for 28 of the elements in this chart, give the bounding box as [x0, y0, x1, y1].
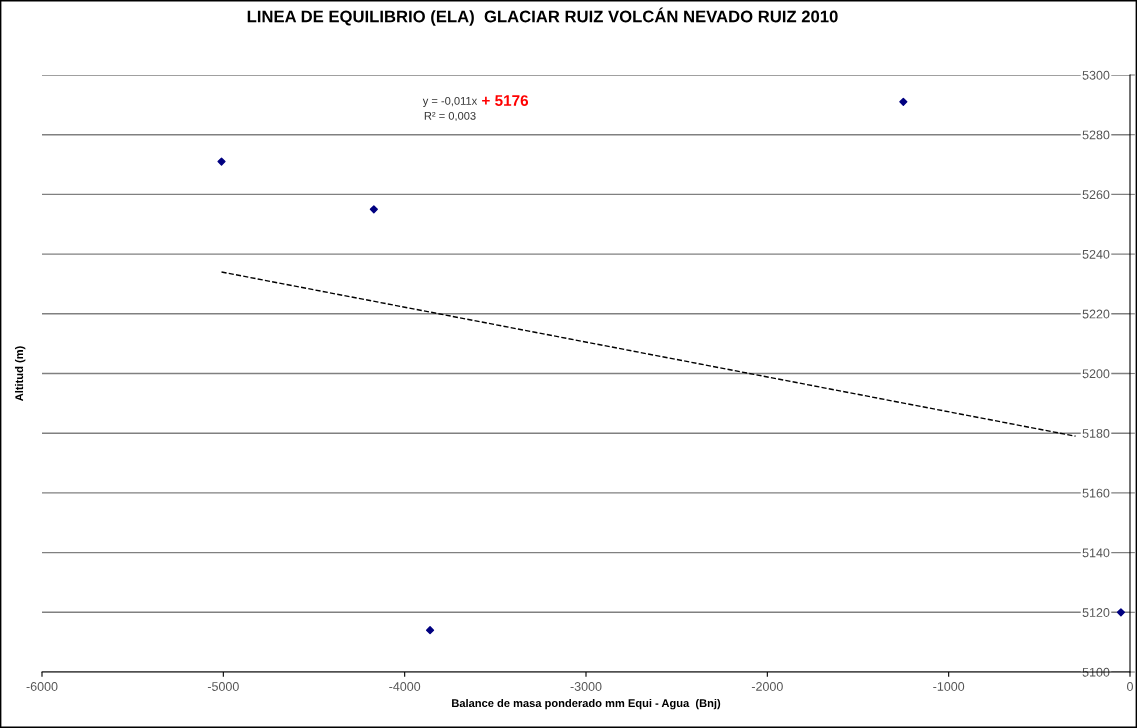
x-tick-label: -2000 — [751, 682, 783, 691]
x-tick-label: -4000 — [389, 682, 421, 691]
y-tick-label: 5260 — [1082, 190, 1110, 200]
y-tick-label: 5200 — [1082, 369, 1110, 379]
y-tick-label: 5160 — [1082, 488, 1110, 498]
point — [425, 626, 435, 635]
x-tick-label: -6000 — [26, 682, 58, 691]
y-tick-label: 5280 — [1082, 130, 1110, 140]
y-tick-label: 5180 — [1082, 429, 1110, 438]
annotation: y = -0,011x — [422, 96, 478, 108]
point — [899, 97, 908, 106]
point — [369, 205, 378, 214]
annotation: R² = 0,003 — [424, 111, 476, 122]
y-tick-label: 5300 — [1082, 70, 1110, 80]
annotation: + 5176 — [482, 95, 529, 106]
point — [1116, 608, 1126, 617]
x-axis-title: Balance de masa ponderado mm Equi - Agua (Bnj) — [452, 698, 721, 710]
y-tick-label: 5220 — [1082, 309, 1110, 319]
y-tick-label: 5140 — [1082, 548, 1110, 558]
y-axis-title: Altitud (m) — [14, 346, 26, 401]
x-tick-label: 0 — [1127, 682, 1133, 691]
x-tick-label: -5000 — [207, 682, 239, 691]
chart-title: LINEA DE EQUILIBRIO (ELA) GLACIAR RUIZ VOLCÁN NEVADO RUIZ 2010 — [247, 7, 838, 26]
point — [217, 157, 226, 166]
x-tick-label: -1000 — [933, 682, 965, 691]
x-tick-label: -3000 — [570, 682, 602, 691]
y-tick-label: 5120 — [1082, 608, 1110, 617]
y-tick-label: 5240 — [1082, 249, 1110, 259]
